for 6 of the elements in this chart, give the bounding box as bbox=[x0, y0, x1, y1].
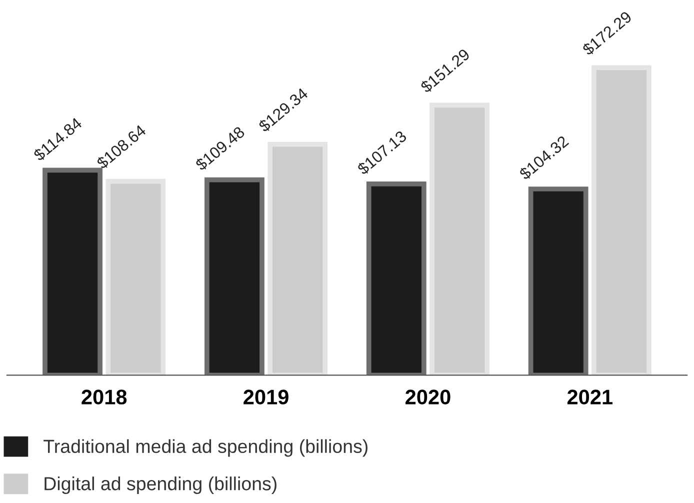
x-tick-label: 2020 bbox=[406, 390, 450, 404]
legend-label: Traditional media ad spending (billions) bbox=[44, 439, 368, 457]
legend-label: Digital ad spending (billions) bbox=[44, 476, 276, 494]
x-tick-label: 2021 bbox=[567, 390, 612, 404]
x-tick-label: 2019 bbox=[244, 390, 288, 404]
x-tick-label: 2018 bbox=[82, 390, 127, 404]
